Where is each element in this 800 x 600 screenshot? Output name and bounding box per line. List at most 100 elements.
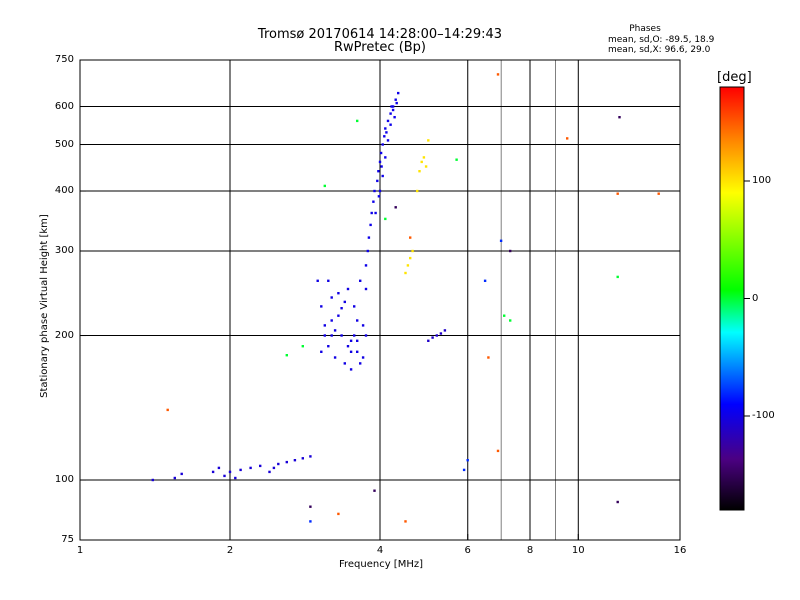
data-point [223, 474, 226, 478]
data-point [309, 505, 312, 508]
data-point [566, 137, 569, 140]
data-point [356, 350, 359, 353]
data-point [377, 195, 381, 198]
data-point [439, 332, 443, 335]
data-point [411, 249, 414, 253]
data-point [418, 170, 421, 173]
data-point [390, 105, 393, 108]
data-points [151, 73, 660, 523]
data-point [422, 156, 426, 159]
data-point [366, 249, 369, 253]
x-tick-label: 4 [376, 545, 384, 556]
colorbar-label: [deg] [717, 70, 752, 85]
data-point [616, 275, 619, 279]
data-point [346, 345, 350, 348]
data-point [431, 336, 434, 339]
colorbar-tick-label: 100 [752, 175, 772, 186]
data-point [455, 158, 458, 161]
data-point [249, 466, 252, 470]
x-tick-label: 10 [571, 545, 585, 556]
data-point [657, 192, 660, 195]
x-tick-label: 6 [464, 545, 471, 556]
data-point [337, 512, 340, 516]
data-point [337, 314, 340, 317]
data-point [385, 131, 388, 134]
y-axis-label: Stationary phase Virtual Height [km] [39, 214, 50, 398]
x-tick-label: 2 [226, 545, 234, 556]
colorbar [719, 86, 745, 511]
data-point [330, 319, 333, 322]
colorbar-ticks [744, 180, 750, 417]
data-point [330, 334, 333, 337]
data-point [466, 459, 469, 462]
data-point [228, 470, 232, 474]
data-point [285, 460, 288, 464]
data-point [364, 264, 368, 267]
data-point [323, 334, 326, 337]
data-point [427, 339, 430, 342]
data-point [377, 170, 380, 173]
data-point [364, 334, 368, 337]
data-point [373, 189, 376, 193]
data-point [391, 105, 395, 108]
data-point [301, 345, 304, 348]
data-point [211, 470, 215, 474]
data-point [353, 305, 356, 308]
data-point [309, 520, 312, 523]
data-point [380, 165, 383, 168]
data-point [320, 350, 323, 353]
y-tick-label: 600 [54, 100, 74, 112]
data-point [394, 98, 397, 101]
data-point [369, 223, 372, 227]
x-tick-label: 16 [673, 545, 687, 556]
data-point [427, 139, 430, 142]
data-point [361, 356, 365, 359]
data-point [353, 334, 356, 337]
x-tick-label: 1 [76, 545, 84, 556]
data-point [372, 200, 375, 203]
data-point [389, 112, 392, 115]
data-point [309, 455, 312, 458]
data-point [384, 156, 387, 159]
data-point [420, 160, 423, 164]
data-point [337, 292, 340, 295]
data-point [173, 476, 176, 480]
data-point [323, 184, 326, 188]
data-point [180, 472, 183, 476]
data-point [272, 466, 276, 470]
data-point [378, 160, 382, 164]
data-point [356, 339, 359, 342]
data-point [509, 249, 512, 253]
data-point [343, 362, 346, 365]
data-point [370, 211, 373, 215]
data-point [616, 192, 619, 195]
data-point [239, 468, 242, 472]
data-point [397, 91, 400, 95]
data-point [349, 350, 353, 353]
data-point [285, 354, 288, 357]
chart-title: Tromsø 20170614 14:28:00–14:29:43 [257, 27, 503, 42]
data-point [483, 279, 487, 282]
data-point [435, 334, 438, 337]
data-point [393, 116, 396, 119]
data-point [424, 165, 428, 168]
data-point [293, 459, 297, 462]
data-point [373, 489, 376, 492]
data-point [259, 464, 262, 468]
data-point [499, 239, 503, 242]
data-point [381, 174, 384, 178]
data-point [349, 339, 353, 342]
data-point [496, 73, 500, 76]
data-point [217, 466, 221, 470]
data-point [277, 462, 280, 466]
data-point [376, 179, 379, 183]
data-point [379, 151, 383, 155]
data-point [391, 108, 395, 112]
data-point [166, 408, 169, 412]
data-point [268, 470, 271, 474]
data-point [462, 468, 466, 472]
data-point [343, 300, 346, 304]
data-point [340, 334, 343, 337]
data-point [618, 116, 621, 119]
